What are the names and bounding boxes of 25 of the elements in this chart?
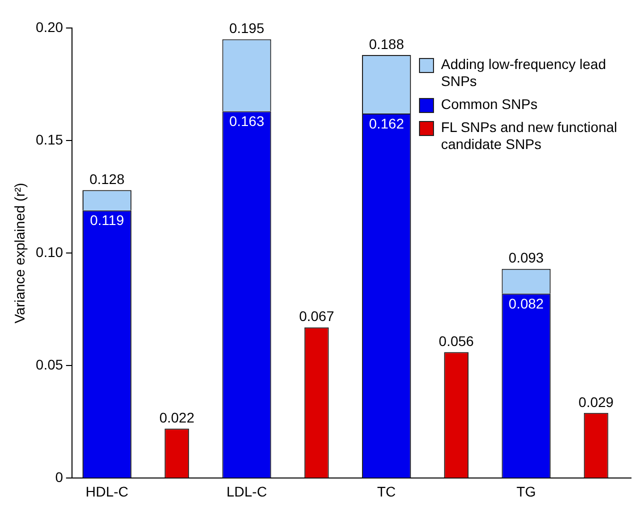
- legend-label: FL SNPs and new functional candidate SNPs: [441, 119, 618, 153]
- x-tick-label: LDL-C: [226, 483, 267, 500]
- data-label: 0.163: [229, 113, 264, 130]
- total-label: 0.195: [229, 20, 264, 36]
- x-tick-label: HDL-C: [86, 483, 128, 500]
- data-label: 0.067: [299, 308, 334, 324]
- legend-label: Adding low-frequency lead SNPs: [441, 56, 607, 90]
- y-tick-label: 0.10: [36, 244, 64, 260]
- total-label: 0.128: [89, 170, 125, 187]
- data-label: 0.022: [159, 410, 195, 426]
- legend-label: Common SNPs: [441, 96, 538, 113]
- total-label: 0.188: [368, 36, 404, 52]
- data-label: 0.119: [90, 212, 124, 228]
- data-label: 0.162: [368, 115, 404, 132]
- x-tick-label: TC: [377, 483, 396, 500]
- y-axis-title: Variance explained (r²): [11, 182, 28, 324]
- y-tick-label: 0.05: [36, 356, 64, 373]
- y-tick-label: 0.20: [36, 18, 64, 35]
- data-label: 0.029: [578, 394, 614, 410]
- x-tick-label: TG: [516, 483, 536, 500]
- y-tick-label: 0: [55, 469, 64, 486]
- total-label: 0.093: [508, 250, 544, 266]
- y-tick-label: 0.15: [36, 131, 64, 148]
- data-label: 0.082: [508, 295, 544, 312]
- data-label: 0.056: [438, 333, 474, 350]
